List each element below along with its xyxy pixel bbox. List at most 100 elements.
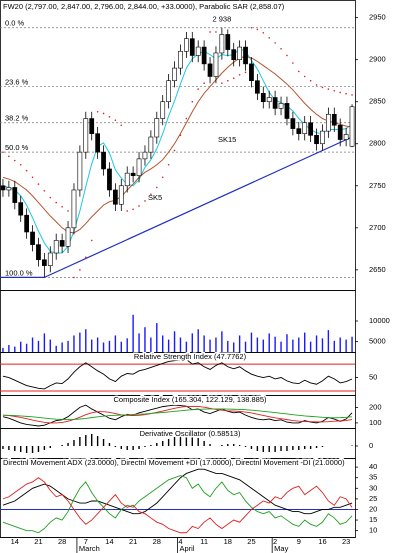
- bar: [31, 446, 34, 453]
- bar: [268, 333, 270, 352]
- bar: [8, 446, 10, 450]
- candle-body: [154, 118, 160, 138]
- sar-dot: [345, 92, 347, 95]
- bar: [2, 446, 4, 449]
- sar-dot: [73, 276, 75, 279]
- sar-dot: [221, 82, 223, 85]
- x-tick-label: 28: [153, 537, 161, 546]
- fib-label: 50.0 %: [5, 143, 29, 152]
- bar: [37, 446, 40, 452]
- sar-dot: [114, 119, 117, 122]
- sar-dot: [43, 190, 46, 192]
- sar-dot: [49, 196, 52, 199]
- candle-body: [331, 114, 337, 126]
- sar-dot: [250, 26, 253, 29]
- bar: [20, 446, 22, 452]
- sar-dot: [197, 88, 200, 90]
- sar-dot: [31, 176, 34, 179]
- bar: [126, 446, 128, 450]
- candle-body: [349, 106, 355, 147]
- series-line: [2, 404, 353, 427]
- y-tick-label: 2800: [369, 139, 386, 148]
- bar: [262, 339, 264, 352]
- bar: [262, 446, 264, 452]
- bar: [315, 446, 318, 448]
- bar: [292, 446, 294, 450]
- sar-dot: [286, 54, 288, 57]
- bar: [345, 339, 347, 352]
- candle-body: [160, 101, 166, 119]
- bar: [203, 335, 205, 352]
- candle-body: [314, 135, 319, 145]
- sar-dot: [274, 42, 276, 44]
- bar: [244, 341, 247, 352]
- y-tick-label: 35: [369, 473, 377, 482]
- candle-body: [343, 134, 349, 140]
- bar: [79, 332, 81, 352]
- bar: [333, 340, 335, 352]
- bar: [280, 446, 282, 451]
- month-label: March: [79, 544, 100, 553]
- sar-dot: [303, 75, 306, 78]
- bar: [280, 341, 282, 352]
- sar-dot: [161, 176, 164, 179]
- series-line: [2, 475, 353, 534]
- bar: [150, 445, 152, 446]
- sar-dot: [226, 79, 229, 82]
- y-tick-label: 2950: [369, 13, 386, 22]
- series-line: [2, 358, 353, 390]
- bar: [162, 335, 164, 352]
- bar: [221, 445, 223, 446]
- y-tick-label: 2900: [369, 55, 386, 64]
- bar: [20, 341, 22, 352]
- candle-body: [42, 259, 47, 266]
- sar-dot: [215, 31, 217, 33]
- y-tick-label: 50: [369, 373, 377, 382]
- fib-label: 0.0 %: [5, 19, 25, 28]
- bar: [96, 436, 99, 446]
- sar-dot: [120, 124, 123, 127]
- sar-dot: [238, 74, 241, 76]
- bar: [250, 446, 253, 449]
- bar: [197, 329, 199, 352]
- candle-body: [83, 118, 89, 153]
- sar-dot: [25, 169, 28, 172]
- bar: [126, 338, 128, 352]
- sar-dot: [327, 88, 330, 90]
- candle-body: [101, 151, 106, 170]
- x-tick-label: 18: [224, 537, 232, 546]
- bar: [274, 336, 276, 352]
- candle-body: [95, 133, 100, 153]
- bar: [256, 446, 259, 451]
- bar: [351, 445, 353, 446]
- x-tick-label: 25: [247, 537, 255, 546]
- sar-dot: [84, 256, 87, 259]
- panel-title: Composite Index (165.304, 122.129, 138.8…: [113, 395, 267, 404]
- bar: [43, 333, 46, 352]
- y-tick-label: 40: [369, 462, 377, 471]
- candle-body: [260, 93, 266, 103]
- sar-dot: [108, 116, 111, 118]
- sar-dot: [244, 71, 247, 74]
- candle-body: [6, 187, 12, 191]
- candle-body: [0, 185, 6, 191]
- x-tick-label: 23: [342, 537, 350, 546]
- y-tick-label: 2750: [369, 181, 386, 190]
- bar: [114, 335, 117, 352]
- candle-body: [231, 49, 237, 60]
- x-tick-label: 9: [297, 537, 301, 546]
- bar: [2, 347, 4, 352]
- bar: [138, 446, 140, 449]
- candle-body: [184, 38, 189, 52]
- bar: [197, 438, 199, 446]
- bar: [150, 337, 152, 352]
- bar: [49, 446, 51, 448]
- bar: [14, 446, 16, 451]
- bar: [102, 439, 105, 446]
- panel-title: Directnl Movement ADX (23.0000), Directn…: [3, 458, 345, 467]
- sar-dot: [333, 89, 336, 92]
- candle-body: [53, 240, 59, 254]
- bar: [309, 341, 312, 352]
